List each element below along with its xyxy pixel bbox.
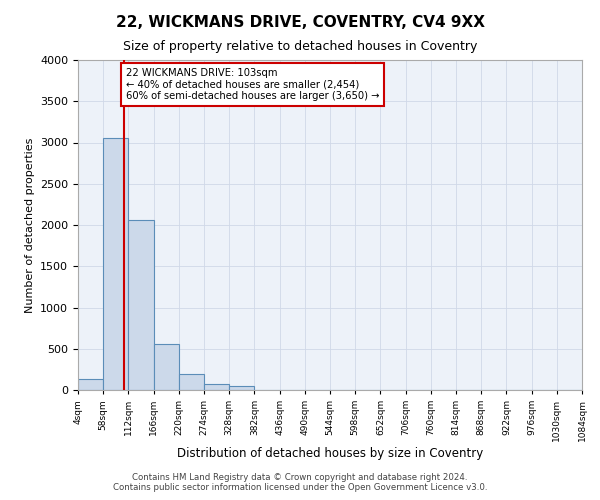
Text: Size of property relative to detached houses in Coventry: Size of property relative to detached ho… (123, 40, 477, 53)
Bar (78, 380, 103, 390)
Bar (103, 138, 128, 390)
Bar (128, 220, 154, 390)
Bar (229, 386, 254, 390)
Text: 22, WICKMANS DRIVE, COVENTRY, CV4 9XX: 22, WICKMANS DRIVE, COVENTRY, CV4 9XX (115, 15, 485, 30)
Y-axis label: Number of detached properties: Number of detached properties (25, 138, 35, 312)
Bar (179, 374, 204, 390)
X-axis label: Distribution of detached houses by size in Coventry: Distribution of detached houses by size … (177, 446, 483, 460)
Bar (204, 384, 229, 390)
Text: 22 WICKMANS DRIVE: 103sqm
← 40% of detached houses are smaller (2,454)
60% of se: 22 WICKMANS DRIVE: 103sqm ← 40% of detac… (125, 68, 379, 102)
Bar (154, 344, 179, 390)
Text: Contains HM Land Registry data © Crown copyright and database right 2024.
Contai: Contains HM Land Registry data © Crown c… (113, 473, 487, 492)
